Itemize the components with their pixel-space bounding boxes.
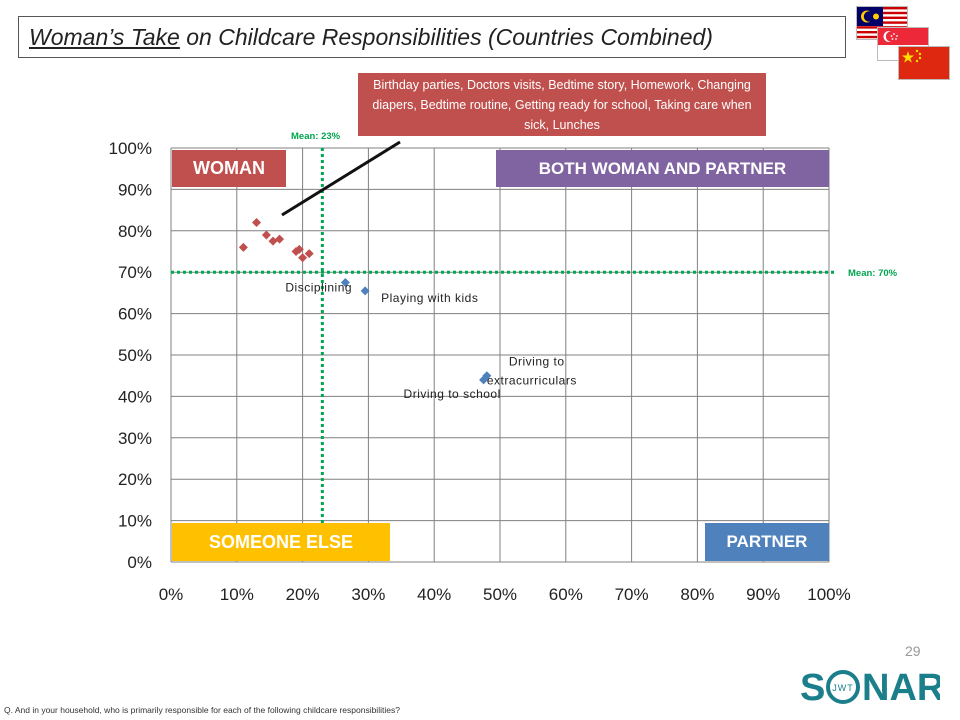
footnote: Q. And in your household, who is primari… xyxy=(4,705,400,715)
y-tick-label: 40% xyxy=(118,387,152,406)
quadrant-both-label: BOTH WOMAN AND PARTNER xyxy=(496,150,829,187)
y-tick-label: 10% xyxy=(118,512,152,531)
logo-sub: JWT xyxy=(832,683,854,693)
logo-ring xyxy=(826,670,860,704)
title-rest: on Childcare Responsibilities (Countries… xyxy=(179,23,713,50)
data-point-label: Driving to extracurriculars xyxy=(487,355,577,388)
x-tick-label: 70% xyxy=(615,585,649,604)
callout-box: Birthday parties, Doctors visits, Bedtim… xyxy=(358,73,766,136)
china-flag-icon xyxy=(898,46,950,80)
x-tick-label: 100% xyxy=(807,585,850,604)
grid-lines xyxy=(170,147,830,563)
data-point xyxy=(298,253,308,263)
x-tick-label: 50% xyxy=(483,585,517,604)
x-tick-label: 0% xyxy=(159,585,184,604)
quadrant-woman-label: WOMAN xyxy=(172,150,286,187)
y-tick-label: 90% xyxy=(118,180,152,199)
data-point xyxy=(482,371,492,381)
logo-text-s: S xyxy=(800,667,825,709)
data-point xyxy=(304,249,314,259)
callout-leader xyxy=(281,140,401,217)
x-tick-label: 10% xyxy=(220,585,254,604)
axis-labels: 0% 10% 20% 30% 40% 50% 60% 70% 80% 90% 100% 0% 10% 20… xyxy=(109,139,851,604)
data-point-label: Playing with kids xyxy=(381,291,478,305)
y-tick-label: 30% xyxy=(118,429,152,448)
mean-y-label: Mean: 70% xyxy=(848,268,898,279)
data-points: Disciplining Playing with kids Driving to … xyxy=(238,218,577,401)
x-tick-label: 80% xyxy=(680,585,714,604)
data-point xyxy=(275,234,285,244)
data-point xyxy=(360,286,370,296)
data-point xyxy=(252,218,262,228)
title-italic-part: Woman’s Take xyxy=(29,23,180,50)
page-number: 29 xyxy=(905,643,921,659)
x-tick-label: 20% xyxy=(286,585,320,604)
data-point xyxy=(268,236,278,246)
quadrant-someone-else-label: SOMEONE ELSE xyxy=(172,523,390,561)
x-tick-label: 30% xyxy=(351,585,385,604)
data-point xyxy=(294,244,304,254)
x-tick-label: 40% xyxy=(417,585,451,604)
callout-leader-line xyxy=(281,140,401,217)
sonar-logo: S JWT NAR xyxy=(800,660,944,710)
x-tick-label: 60% xyxy=(549,585,583,604)
malaysia-flag-icon xyxy=(856,6,908,40)
mean-lines xyxy=(171,148,835,562)
y-tick-label: 80% xyxy=(118,222,152,241)
y-tick-label: 70% xyxy=(118,263,152,282)
x-tick-label: 90% xyxy=(746,585,780,604)
data-point xyxy=(238,242,248,252)
data-point xyxy=(340,278,350,288)
y-tick-label: 0% xyxy=(127,553,152,572)
data-point-label: Driving to school xyxy=(404,387,501,401)
data-point-label: Disciplining xyxy=(285,281,352,295)
y-tick-label: 100% xyxy=(109,139,152,158)
page-title: Woman’s Take on Childcare Responsibiliti… xyxy=(18,16,846,58)
quadrant-partner-label: PARTNER xyxy=(705,523,829,561)
logo-text-nar: NAR xyxy=(862,667,940,709)
y-tick-label: 60% xyxy=(118,305,152,324)
y-tick-label: 20% xyxy=(118,470,152,489)
y-tick-label: 50% xyxy=(118,346,152,365)
mean-x-label: Mean: 23% xyxy=(291,131,341,142)
data-point xyxy=(261,230,271,240)
